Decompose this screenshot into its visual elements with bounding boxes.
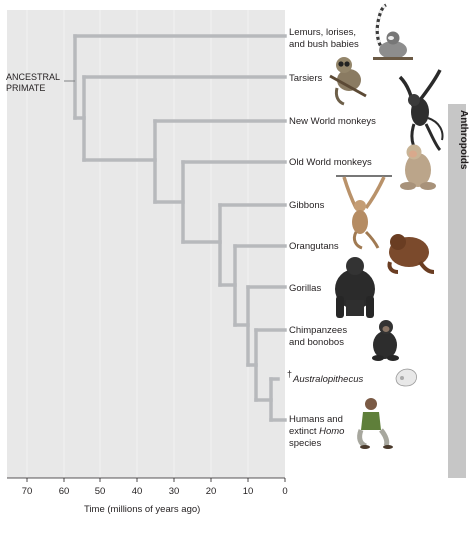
taxon-label-tarsiers: Tarsiers (289, 73, 323, 84)
anthropoids-label: Anthropoids (458, 110, 469, 170)
taxon-label-orangutans: Orangutans (289, 241, 339, 252)
taxon-label-gibbons: Gibbons (289, 200, 325, 211)
chimpanzee-icon (372, 320, 399, 361)
tick-label-60: 60 (59, 486, 70, 497)
taxon-label-new-world-monkeys: New World monkeys (289, 116, 376, 127)
taxon-label-lemurs-2: and bush babies (289, 39, 359, 50)
taxon-label-lemurs-1: Lemurs, lorises, (289, 27, 356, 38)
taxon-label-humans-3: species (289, 438, 321, 449)
time-axis: 70 60 50 40 30 20 10 0 Time (millions of… (7, 477, 288, 515)
humans-homo-word: Homo (319, 426, 344, 437)
australopithecus-skull-icon (395, 368, 417, 387)
tick-label-10: 10 (243, 486, 254, 497)
tick-label-50: 50 (95, 486, 106, 497)
macaque-icon (400, 144, 436, 190)
tick-label-70: 70 (22, 486, 33, 497)
humans-extinct-word: extinct (289, 426, 319, 437)
spider-monkey-icon (398, 69, 444, 155)
gorilla-icon (335, 257, 375, 318)
human-icon (357, 398, 393, 449)
extinct-dagger-mark: † (287, 369, 292, 379)
axis-tick-labels: 70 60 50 40 30 20 10 0 (22, 486, 288, 497)
root-label-line-2: PRIMATE (6, 83, 45, 93)
orangutan-icon (387, 234, 435, 274)
taxon-label-humans-1: Humans and (289, 414, 343, 425)
taxon-label-humans-2: extinct Homo (289, 426, 344, 437)
root-label-line-1: ANCESTRAL (6, 72, 60, 82)
tick-label-0: 0 (282, 486, 287, 497)
taxon-label-chimpanzees-1: Chimpanzees (289, 325, 347, 336)
tarsier-icon (329, 57, 367, 106)
tree-branches (73, 34, 287, 422)
taxon-label-old-world-monkeys: Old World monkeys (289, 157, 372, 168)
taxon-label-chimpanzees-2: and bonobos (289, 337, 344, 348)
anthropoids-bracket (448, 104, 466, 478)
axis-label: Time (millions of years ago) (84, 504, 200, 515)
tick-label-30: 30 (169, 486, 180, 497)
time-gridlines (26, 10, 249, 478)
tick-label-40: 40 (132, 486, 143, 497)
tick-label-20: 20 (206, 486, 217, 497)
lemur-icon (373, 3, 413, 60)
taxon-label-gorillas: Gorillas (289, 283, 321, 294)
taxon-label-australopithecus: Australopithecus (292, 374, 363, 385)
chart-panel (7, 10, 285, 478)
gibbon-icon (336, 175, 392, 250)
axis-tick-marks (26, 478, 286, 482)
taxon-labels: Lemurs, lorises, and bush babies Tarsier… (287, 27, 376, 449)
